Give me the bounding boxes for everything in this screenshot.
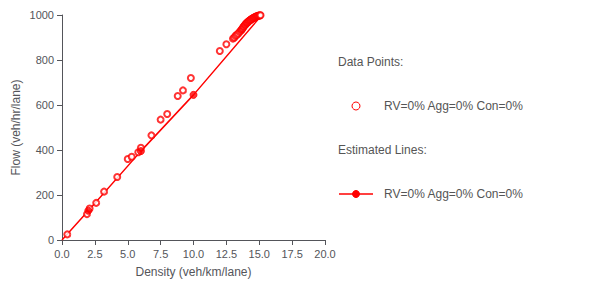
svg-text:20.0: 20.0 <box>314 248 335 260</box>
svg-text:Flow (veh/hr/lane): Flow (veh/hr/lane) <box>9 79 23 175</box>
svg-text:0.0: 0.0 <box>54 248 69 260</box>
svg-text:600: 600 <box>36 99 54 111</box>
svg-text:RV=0% Agg=0% Con=0%: RV=0% Agg=0% Con=0% <box>384 187 523 201</box>
svg-text:5.0: 5.0 <box>120 248 135 260</box>
svg-text:17.5: 17.5 <box>281 248 302 260</box>
svg-text:12.5: 12.5 <box>216 248 237 260</box>
svg-text:200: 200 <box>36 189 54 201</box>
svg-text:400: 400 <box>36 144 54 156</box>
svg-text:0: 0 <box>48 234 54 246</box>
svg-text:800: 800 <box>36 54 54 66</box>
svg-text:10.0: 10.0 <box>183 248 204 260</box>
svg-text:Estimated Lines:: Estimated Lines: <box>338 143 427 157</box>
svg-text:Data Points:: Data Points: <box>338 55 403 69</box>
svg-text:RV=0% Agg=0% Con=0%: RV=0% Agg=0% Con=0% <box>384 99 523 113</box>
svg-text:2.5: 2.5 <box>87 248 102 260</box>
svg-text:7.5: 7.5 <box>153 248 168 260</box>
svg-text:Density (veh/km/lane): Density (veh/km/lane) <box>135 265 251 279</box>
svg-text:15.0: 15.0 <box>249 248 270 260</box>
svg-text:1000: 1000 <box>30 9 54 21</box>
